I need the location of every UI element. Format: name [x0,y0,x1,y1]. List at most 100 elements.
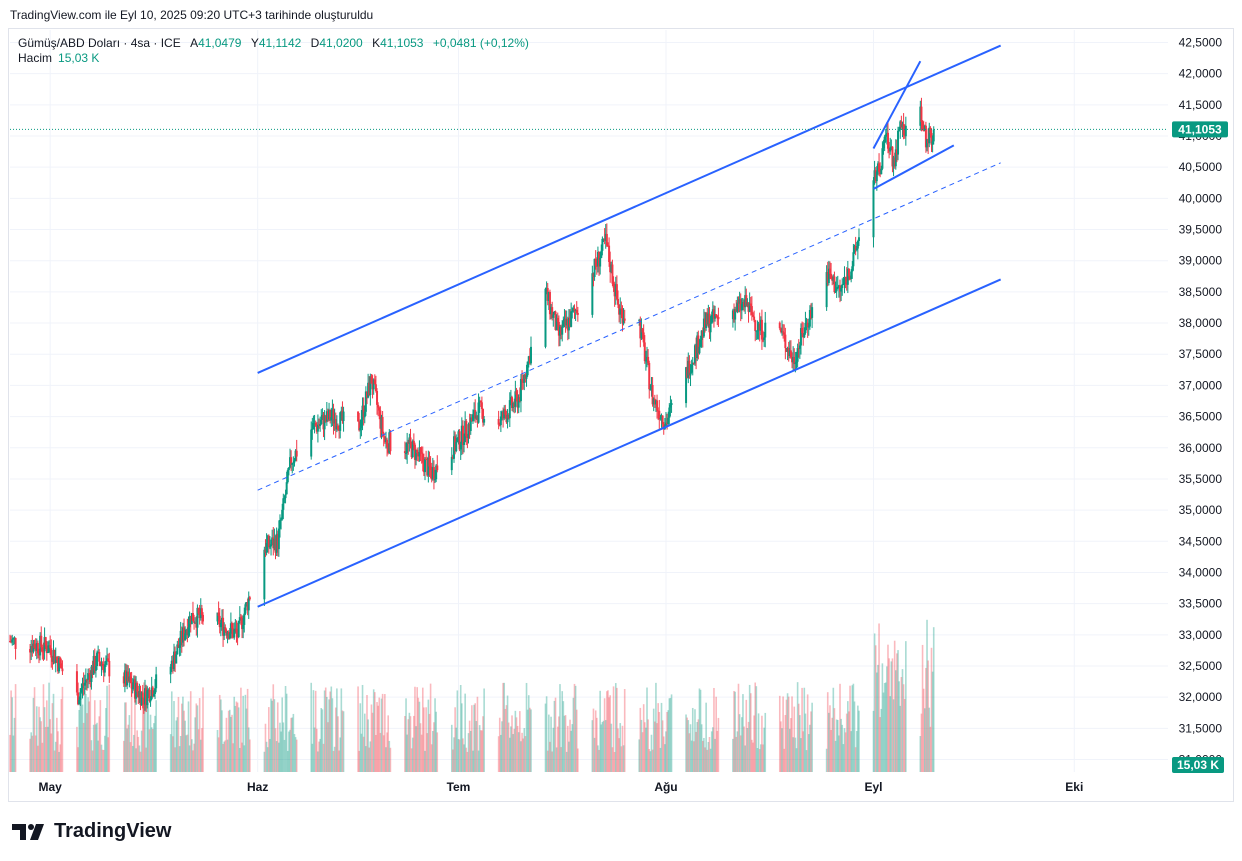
volume-bar [899,705,902,772]
candle-body [359,427,362,431]
candle-body [295,450,298,457]
candle-body [657,410,660,412]
volume-legend[interactable]: Hacim 15,03 K [18,51,99,65]
candle-body [271,537,274,545]
candle-body [855,248,858,251]
volume-bar [830,729,832,772]
volume-bar [417,697,420,772]
volume-bar [455,727,458,772]
time-axis: May Haz Tem Ağu Eyl Eki [38,780,1083,794]
volume-bar [928,707,931,772]
volume-bar [739,735,742,772]
candle-body [125,670,128,686]
candle-body [370,376,373,384]
volume-bar [430,744,433,772]
wedge-upper-line [872,60,922,149]
candle-body [368,382,371,396]
volume-bar [458,739,461,772]
candle-body [332,409,335,424]
change-value: +0,0481 (+0,12%) [432,36,529,50]
candle-body [280,519,283,521]
volume-bar [617,728,619,772]
candle-body [930,133,933,145]
volume-bar [510,726,512,772]
candle-body [426,459,429,476]
candle-body [126,671,129,686]
volume-bar [268,707,270,772]
candle-body [623,318,626,321]
volume-bar [597,745,599,772]
volume-bar [762,744,764,772]
candle-body [243,613,246,625]
volume-bar [313,727,316,772]
volume-bar [658,711,661,772]
candle-body [216,612,219,622]
volume-bar [324,687,327,772]
volume-bar [851,685,854,772]
candle-body [615,284,618,299]
volume-bar [479,730,482,772]
candle-body [237,620,240,638]
volume-bar [453,737,455,772]
candle-body [548,292,551,315]
volume-bar [122,740,125,772]
volume-bar [849,685,851,772]
candle-body [202,614,204,622]
symbol-title[interactable]: Gümüş/ABD Doları · 4sa · ICE [18,36,181,50]
volume-bar [574,685,577,772]
candle-body [194,622,197,624]
volume-bar [332,750,335,772]
candle-body [557,321,560,336]
volume-bar [556,726,559,772]
candle-body [175,654,178,664]
volume-bar [561,691,564,772]
candle-body [235,628,238,633]
candle-body [700,330,703,340]
candle-body [612,283,615,288]
volume-bar [685,714,687,772]
candle-body [290,457,293,465]
candle-body [891,146,894,167]
volume-bar [734,691,736,772]
candle-body [325,411,328,422]
candle-body [639,319,642,339]
volume-bar [183,710,185,772]
volume-bar [366,695,368,772]
price-tick-label: 38,0000 [1179,316,1223,330]
candle-body [425,459,428,461]
volume-bar [376,702,378,772]
volume-bar [240,687,242,772]
volume-bar [523,728,526,772]
volume-bar [463,744,465,772]
volume-bar [884,682,887,772]
candle-body [434,479,437,481]
candle-body [927,139,930,144]
candle-body [618,304,621,315]
volume-bar [667,710,670,772]
candle-body [803,333,806,338]
footer[interactable]: TradingView [12,820,171,843]
candle-body [59,657,62,664]
candle-body [592,273,595,278]
candle-body [611,264,614,284]
symbol-legend[interactable]: Gümüş/ABD Doları · 4sa · ICE A41,0479 Y4… [18,35,529,51]
volume-bar [780,721,782,772]
volume-bar [847,701,849,772]
candle-body [841,284,844,289]
candle-body [666,422,669,424]
volume-bar [649,751,652,772]
candle-body [35,642,38,651]
volume-bar [925,667,927,772]
candle-body [591,273,594,315]
volume-bar [317,751,319,772]
volume-bar [285,693,288,772]
volume-bar [502,682,504,772]
volume-bar [454,707,456,772]
volume-bar [382,735,385,772]
candle-body [736,302,739,312]
volume-bar [614,683,617,772]
candle-body [338,429,341,431]
candle-body [734,309,737,320]
volume-bar [311,743,314,772]
